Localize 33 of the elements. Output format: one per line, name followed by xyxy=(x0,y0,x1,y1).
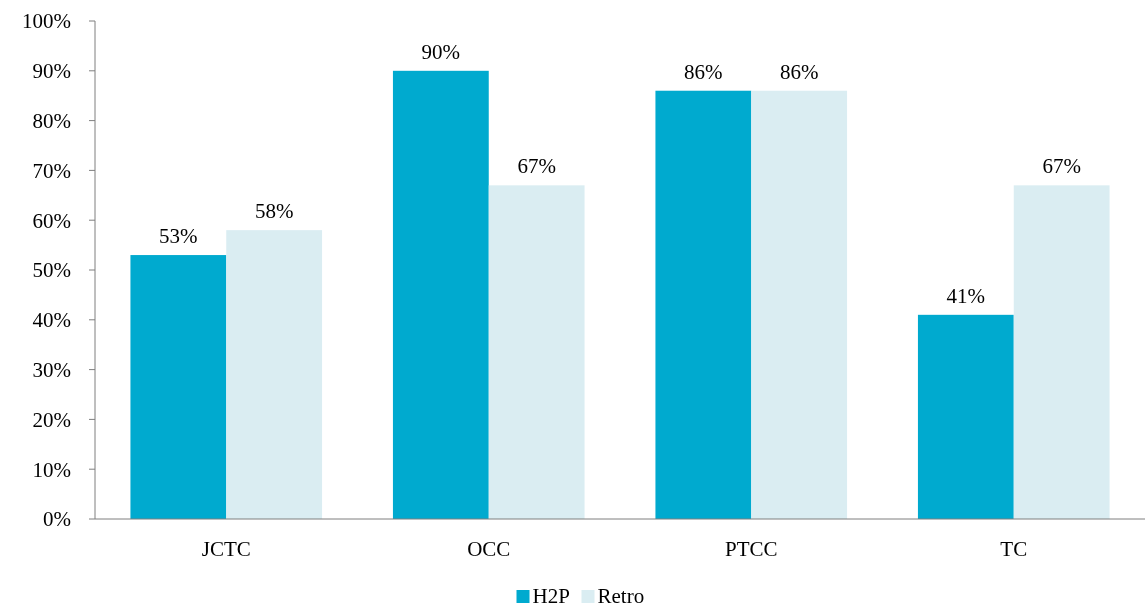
bar xyxy=(917,314,1014,519)
bar xyxy=(1013,185,1110,519)
text: 67% xyxy=(1042,154,1081,179)
y-tick-label: 90% xyxy=(32,59,71,84)
y-tick-label: 10% xyxy=(32,457,71,482)
bar xyxy=(655,90,752,519)
text: 86% xyxy=(684,59,723,84)
text: 58% xyxy=(254,199,294,224)
bar xyxy=(751,90,848,519)
x-tick-label: TC xyxy=(1000,537,1028,561)
legend-label: Retro xyxy=(597,584,645,608)
y-tick-label: 80% xyxy=(32,108,71,133)
bar xyxy=(226,230,323,519)
y-tick-label: 0% xyxy=(43,507,71,532)
text: 41% xyxy=(946,283,986,308)
y-tick-label: 100% xyxy=(22,9,71,34)
bar xyxy=(392,70,489,519)
bar xyxy=(488,185,585,519)
x-tick-label: PTCC xyxy=(724,537,778,561)
text: 86% xyxy=(779,59,819,84)
x-tick-label: OCC xyxy=(467,537,511,561)
y-tick-label: 40% xyxy=(32,308,71,333)
bar xyxy=(130,255,227,519)
y-tick-label: 20% xyxy=(32,407,71,432)
y-tick-label: 50% xyxy=(32,258,71,283)
text: 67% xyxy=(517,154,556,179)
y-tick-label: 70% xyxy=(32,158,71,183)
y-tick-label: 60% xyxy=(32,208,71,233)
legend-label: H2P xyxy=(532,584,570,608)
y-tick-label: 30% xyxy=(32,357,71,382)
x-tick-label: JCTC xyxy=(201,537,251,561)
text: 90% xyxy=(421,39,461,64)
text: 53% xyxy=(159,224,198,249)
